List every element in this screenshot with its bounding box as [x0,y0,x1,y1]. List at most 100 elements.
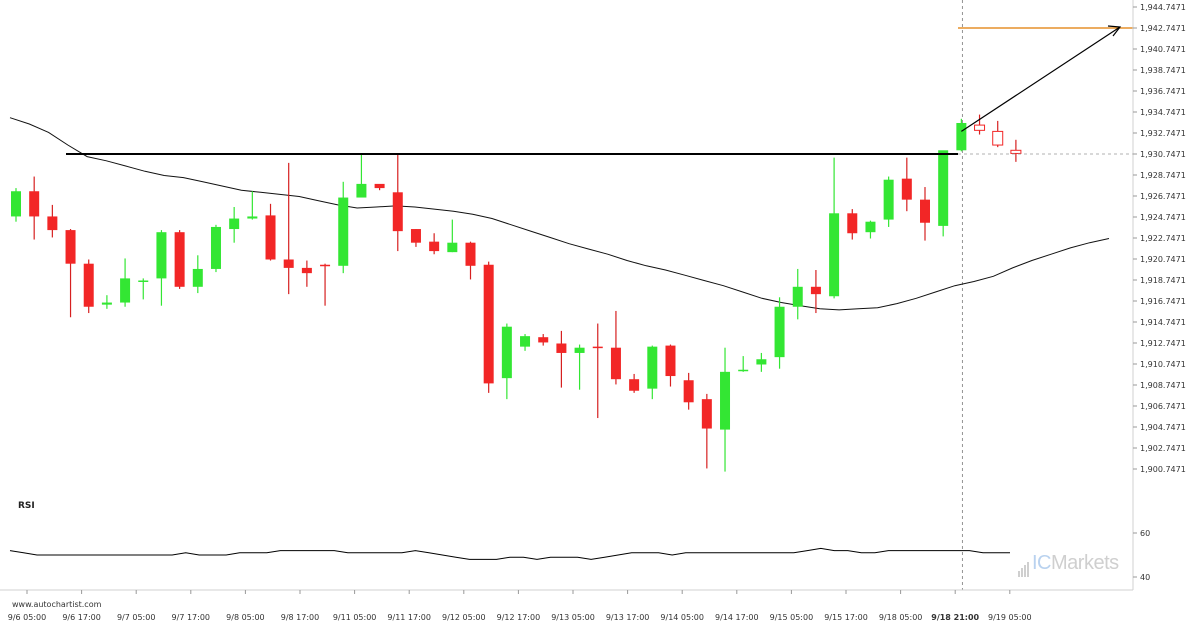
price-tick-label: 1,904.7471 [1140,423,1186,432]
bearish-candle [47,204,58,238]
time-tick-label: 9/12 05:00 [442,613,486,622]
time-tick-label: 9/11 17:00 [387,613,431,622]
rsi-tick-label: 40 [1140,573,1150,582]
candle-body [374,183,385,189]
bearish-candle [429,233,440,255]
bullish-candle [156,230,167,306]
candle-body [283,259,294,268]
bullish-candle [756,352,767,372]
projection-arrow-line [961,26,1121,132]
time-tick-label: 9/12 17:00 [497,613,541,622]
time-tick-label: 9/6 17:00 [62,613,100,622]
bearish-candle [283,162,294,295]
candle-body [356,183,367,198]
bearish-candle [556,330,567,388]
candle-body [810,286,821,295]
candle-body [683,380,694,403]
bullish-candle [883,176,894,227]
levels-layer [66,25,1133,155]
price-tick-label: 1,920.7471 [1140,255,1186,264]
bearish-candle [320,263,331,306]
bullish-candle [210,224,221,273]
time-tick-label: 9/18 05:00 [879,613,923,622]
bearish-candle [538,334,549,346]
time-tick-label: 9/11 05:00 [333,613,377,622]
candle-body [556,343,567,353]
candle-body [210,226,221,269]
time-tick-label: 9/15 05:00 [770,613,814,622]
projection-arrowhead [1107,25,1122,37]
price-tick-label: 1,910.7471 [1140,360,1186,369]
price-tick-label: 1,916.7471 [1140,297,1186,306]
candle-body [47,216,58,231]
candle-body [865,221,876,233]
candle-body [320,264,331,267]
time-tick-label: 9/13 17:00 [606,613,650,622]
price-tick-label: 1,930.7471 [1140,150,1186,159]
time-tick-label: 9/8 05:00 [226,613,264,622]
bearish-candle [847,209,858,240]
bearish-candle [629,373,640,393]
candle-body [174,232,185,287]
candles-layer [11,114,1022,472]
rsi-tick-label: 60 [1140,529,1150,538]
price-tick-label: 1,924.7471 [1140,213,1186,222]
candle-body [592,346,603,349]
candle-body [192,268,203,287]
brand-suffix: Markets [1051,552,1119,574]
price-tick-label: 1,936.7471 [1140,87,1186,96]
bullish-candle [792,268,803,320]
bearish-candle [592,323,603,419]
bullish-candle [720,347,731,472]
price-tick-label: 1,918.7471 [1140,276,1186,285]
time-tick-label: 9/13 05:00 [551,613,595,622]
price-tick-label: 1,902.7471 [1140,444,1186,453]
bearish-candle [392,154,403,252]
bearish-candle [701,393,712,469]
bullish-candle [574,344,585,390]
price-tick-label: 1,912.7471 [1140,339,1186,348]
bullish-candle [120,258,131,307]
bullish-candle [738,356,749,372]
bullish-candle [520,334,531,351]
candle-body [720,371,731,430]
candle-body [138,280,149,282]
time-tick-label: 9/15 17:00 [824,613,868,622]
candle-body [701,399,712,429]
bullish-candle [247,191,258,220]
bearish-candle [301,260,312,287]
price-tick-label: 1,900.7471 [1140,465,1186,474]
bullish-candle [192,255,203,294]
candle-body [774,306,785,358]
candle-body [83,263,94,307]
price-tick-label: 1,922.7471 [1140,234,1186,243]
brand-watermark: ICMarkets [1018,552,1119,577]
time-axis: 9/6 05:00 9/6 17:00 9/7 05:00 9/7 17:00 9/8 … [0,589,1133,622]
bullish-candle [356,153,367,198]
bearish-candle [683,372,694,410]
candle-body [538,337,549,343]
time-tick-label: 9/14 05:00 [660,613,704,622]
candle-body [574,347,585,353]
time-tick-label: 9/18 21:00 [931,613,979,622]
candle-body [501,326,512,379]
candle-body [992,130,1004,146]
candle-body [792,286,803,307]
candle-body [265,215,276,260]
moving-average-line [9,117,1110,311]
bearish-candle [83,259,94,314]
candle-body [938,150,949,226]
brand-bars-icon [1018,554,1030,577]
time-tick-label: 9/6 05:00 [8,613,46,622]
candle-body [901,178,912,200]
bearish-candle [974,114,986,135]
bearish-candle [920,187,930,241]
bearish-candle [665,344,676,387]
bearish-candle [29,176,40,240]
bearish-candle [810,269,821,314]
candle-body [120,278,131,303]
candle-body [756,359,767,365]
brand-prefix: IC [1032,552,1052,574]
bearish-candle [410,229,421,247]
time-tick-label: 9/19 05:00 [988,613,1032,622]
